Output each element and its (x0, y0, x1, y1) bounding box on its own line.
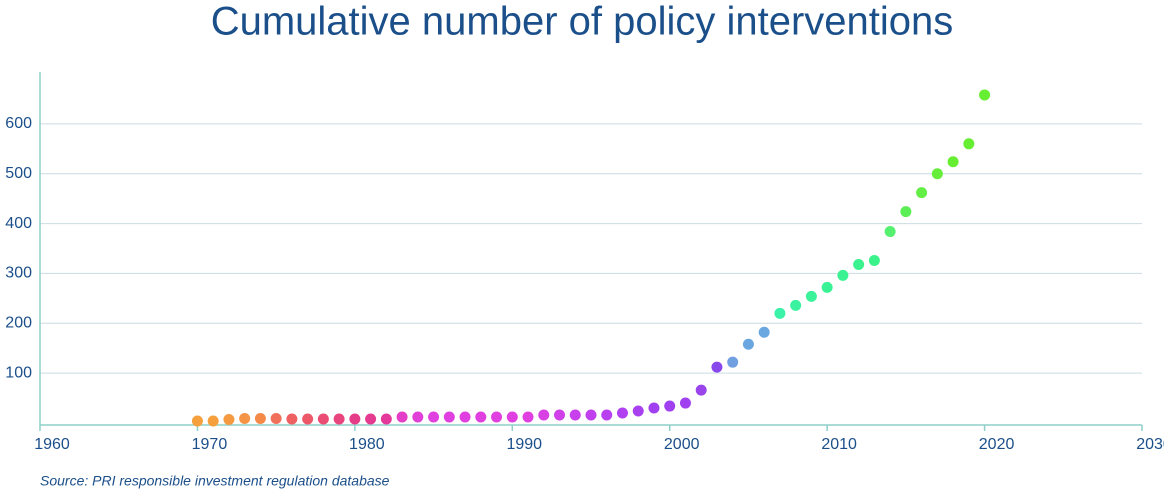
y-tick-label: 200 (5, 315, 32, 332)
data-point (459, 411, 471, 423)
data-point (270, 413, 282, 425)
y-tick-label: 100 (5, 364, 32, 381)
data-point (868, 254, 880, 266)
data-point (491, 411, 503, 423)
y-tick-label: 500 (5, 165, 32, 182)
y-tick-label: 600 (5, 115, 32, 132)
data-point (979, 89, 991, 101)
chart-title: Cumulative number of policy intervention… (211, 0, 954, 44)
data-point (380, 413, 392, 425)
data-point (412, 411, 424, 423)
data-point (931, 168, 943, 180)
data-point (538, 409, 550, 421)
data-point (585, 409, 597, 421)
data-point (601, 409, 613, 421)
x-tick-label: 1990 (506, 436, 542, 453)
x-tick-label: 2020 (979, 436, 1015, 453)
data-point (711, 361, 723, 373)
data-point (333, 413, 345, 425)
data-point (837, 269, 849, 281)
y-tick-label: 300 (5, 265, 32, 282)
data-point (947, 156, 959, 168)
data-point (616, 407, 628, 419)
data-point (191, 415, 203, 427)
source-note: Source: PRI responsible investment regul… (40, 473, 390, 489)
data-point (506, 411, 518, 423)
data-point (648, 402, 660, 414)
data-point (443, 411, 455, 423)
data-point (853, 258, 865, 270)
data-point (554, 409, 566, 421)
data-point (239, 413, 251, 425)
data-point (569, 409, 581, 421)
x-tick-label: 1980 (349, 436, 385, 453)
data-point (396, 411, 408, 423)
data-point (790, 299, 802, 311)
data-point (664, 400, 676, 412)
data-point (679, 397, 691, 409)
data-point (916, 187, 928, 199)
data-point (286, 413, 298, 425)
data-point (365, 413, 377, 425)
data-point (963, 138, 975, 150)
data-point (821, 281, 833, 293)
data-point (695, 384, 707, 396)
data-point (302, 413, 314, 425)
data-point (317, 413, 329, 425)
data-point (884, 226, 896, 238)
data-point (727, 356, 739, 368)
x-tick-label: 2000 (664, 436, 700, 453)
data-point (254, 413, 266, 425)
data-point (349, 413, 361, 425)
x-tick-label: 1960 (34, 436, 70, 453)
data-point (428, 411, 440, 423)
data-point (207, 415, 219, 427)
y-tick-label: 400 (5, 215, 32, 232)
data-point (475, 411, 487, 423)
data-point (805, 290, 817, 302)
data-point (758, 326, 770, 338)
x-tick-label: 1970 (192, 436, 228, 453)
x-tick-label: 2030 (1136, 436, 1164, 453)
data-point (774, 307, 786, 319)
data-point (900, 206, 912, 218)
data-point (632, 405, 644, 417)
data-point (742, 338, 754, 350)
x-tick-label: 2010 (821, 436, 857, 453)
data-point (223, 414, 235, 426)
data-point (522, 411, 534, 423)
